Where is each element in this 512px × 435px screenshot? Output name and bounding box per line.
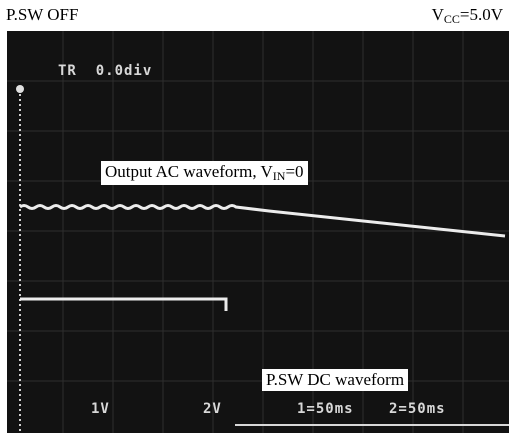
dc-waveform-trace (20, 297, 228, 311)
timebase-1-readout: 1=50ms (297, 401, 354, 417)
ac-waveform-trace (19, 204, 506, 238)
figure-header: P.SW OFF VCC=5.0V (0, 0, 512, 30)
trigger-readout: TR 0.0div (58, 63, 153, 79)
trigger-marker-icon (16, 85, 24, 93)
ch1-scale-readout: 1V (91, 401, 110, 417)
scope-graticule (7, 31, 509, 433)
dc-waveform-label: P.SW DC waveform (262, 369, 409, 391)
ch2-scale-readout: 2V (203, 401, 222, 417)
ac-waveform-label: Output AC waveform, VIN=0 (101, 161, 308, 185)
supply-voltage-label: VCC=5.0V (431, 5, 503, 26)
oscilloscope-screen: TR 0.0div 1V 2V 1=50ms 2=50ms Output AC … (7, 31, 509, 433)
timebase-2-readout: 2=50ms (389, 401, 446, 417)
power-switch-state: P.SW OFF (6, 5, 79, 24)
